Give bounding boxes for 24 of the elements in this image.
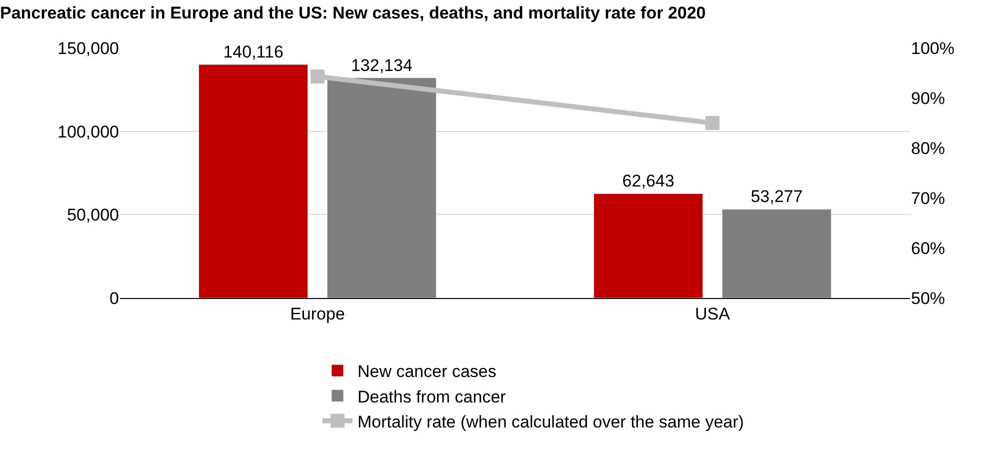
y2-tick-label: 50% [911, 288, 946, 308]
y2-tick-label: 60% [911, 238, 946, 258]
y-tick-label: 100,000 [58, 122, 119, 142]
y2-tick-label: 70% [911, 188, 946, 208]
data-label: 53,277 [750, 187, 803, 206]
legend-label: Deaths from cancer [358, 387, 506, 406]
chart-title: Pancreatic cancer in Europe and the US: New cases, deaths, and mortality rate for 2020 [0, 4, 706, 23]
y-tick-label: 0 [110, 288, 119, 308]
data-label: 62,643 [622, 172, 674, 191]
y2-tick-label: 80% [911, 138, 946, 158]
data-label: 140,116 [223, 42, 284, 62]
x-tick-label: USA [695, 304, 731, 324]
legend-label: Mortality rate (when calculated over the same year) [358, 412, 744, 432]
bar [326, 78, 436, 298]
bar [198, 64, 308, 298]
y-tick-label: 150,000 [58, 38, 119, 58]
y2-tick-label: 100% [911, 38, 954, 58]
bar [594, 193, 704, 298]
data-label: 132,134 [350, 56, 412, 75]
x-tick-label: Europe [290, 304, 345, 324]
bar [722, 208, 832, 298]
y2-tick-label: 90% [911, 88, 946, 108]
y-tick-label: 50,000 [67, 206, 119, 225]
legend-label: New cancer cases [358, 362, 496, 382]
